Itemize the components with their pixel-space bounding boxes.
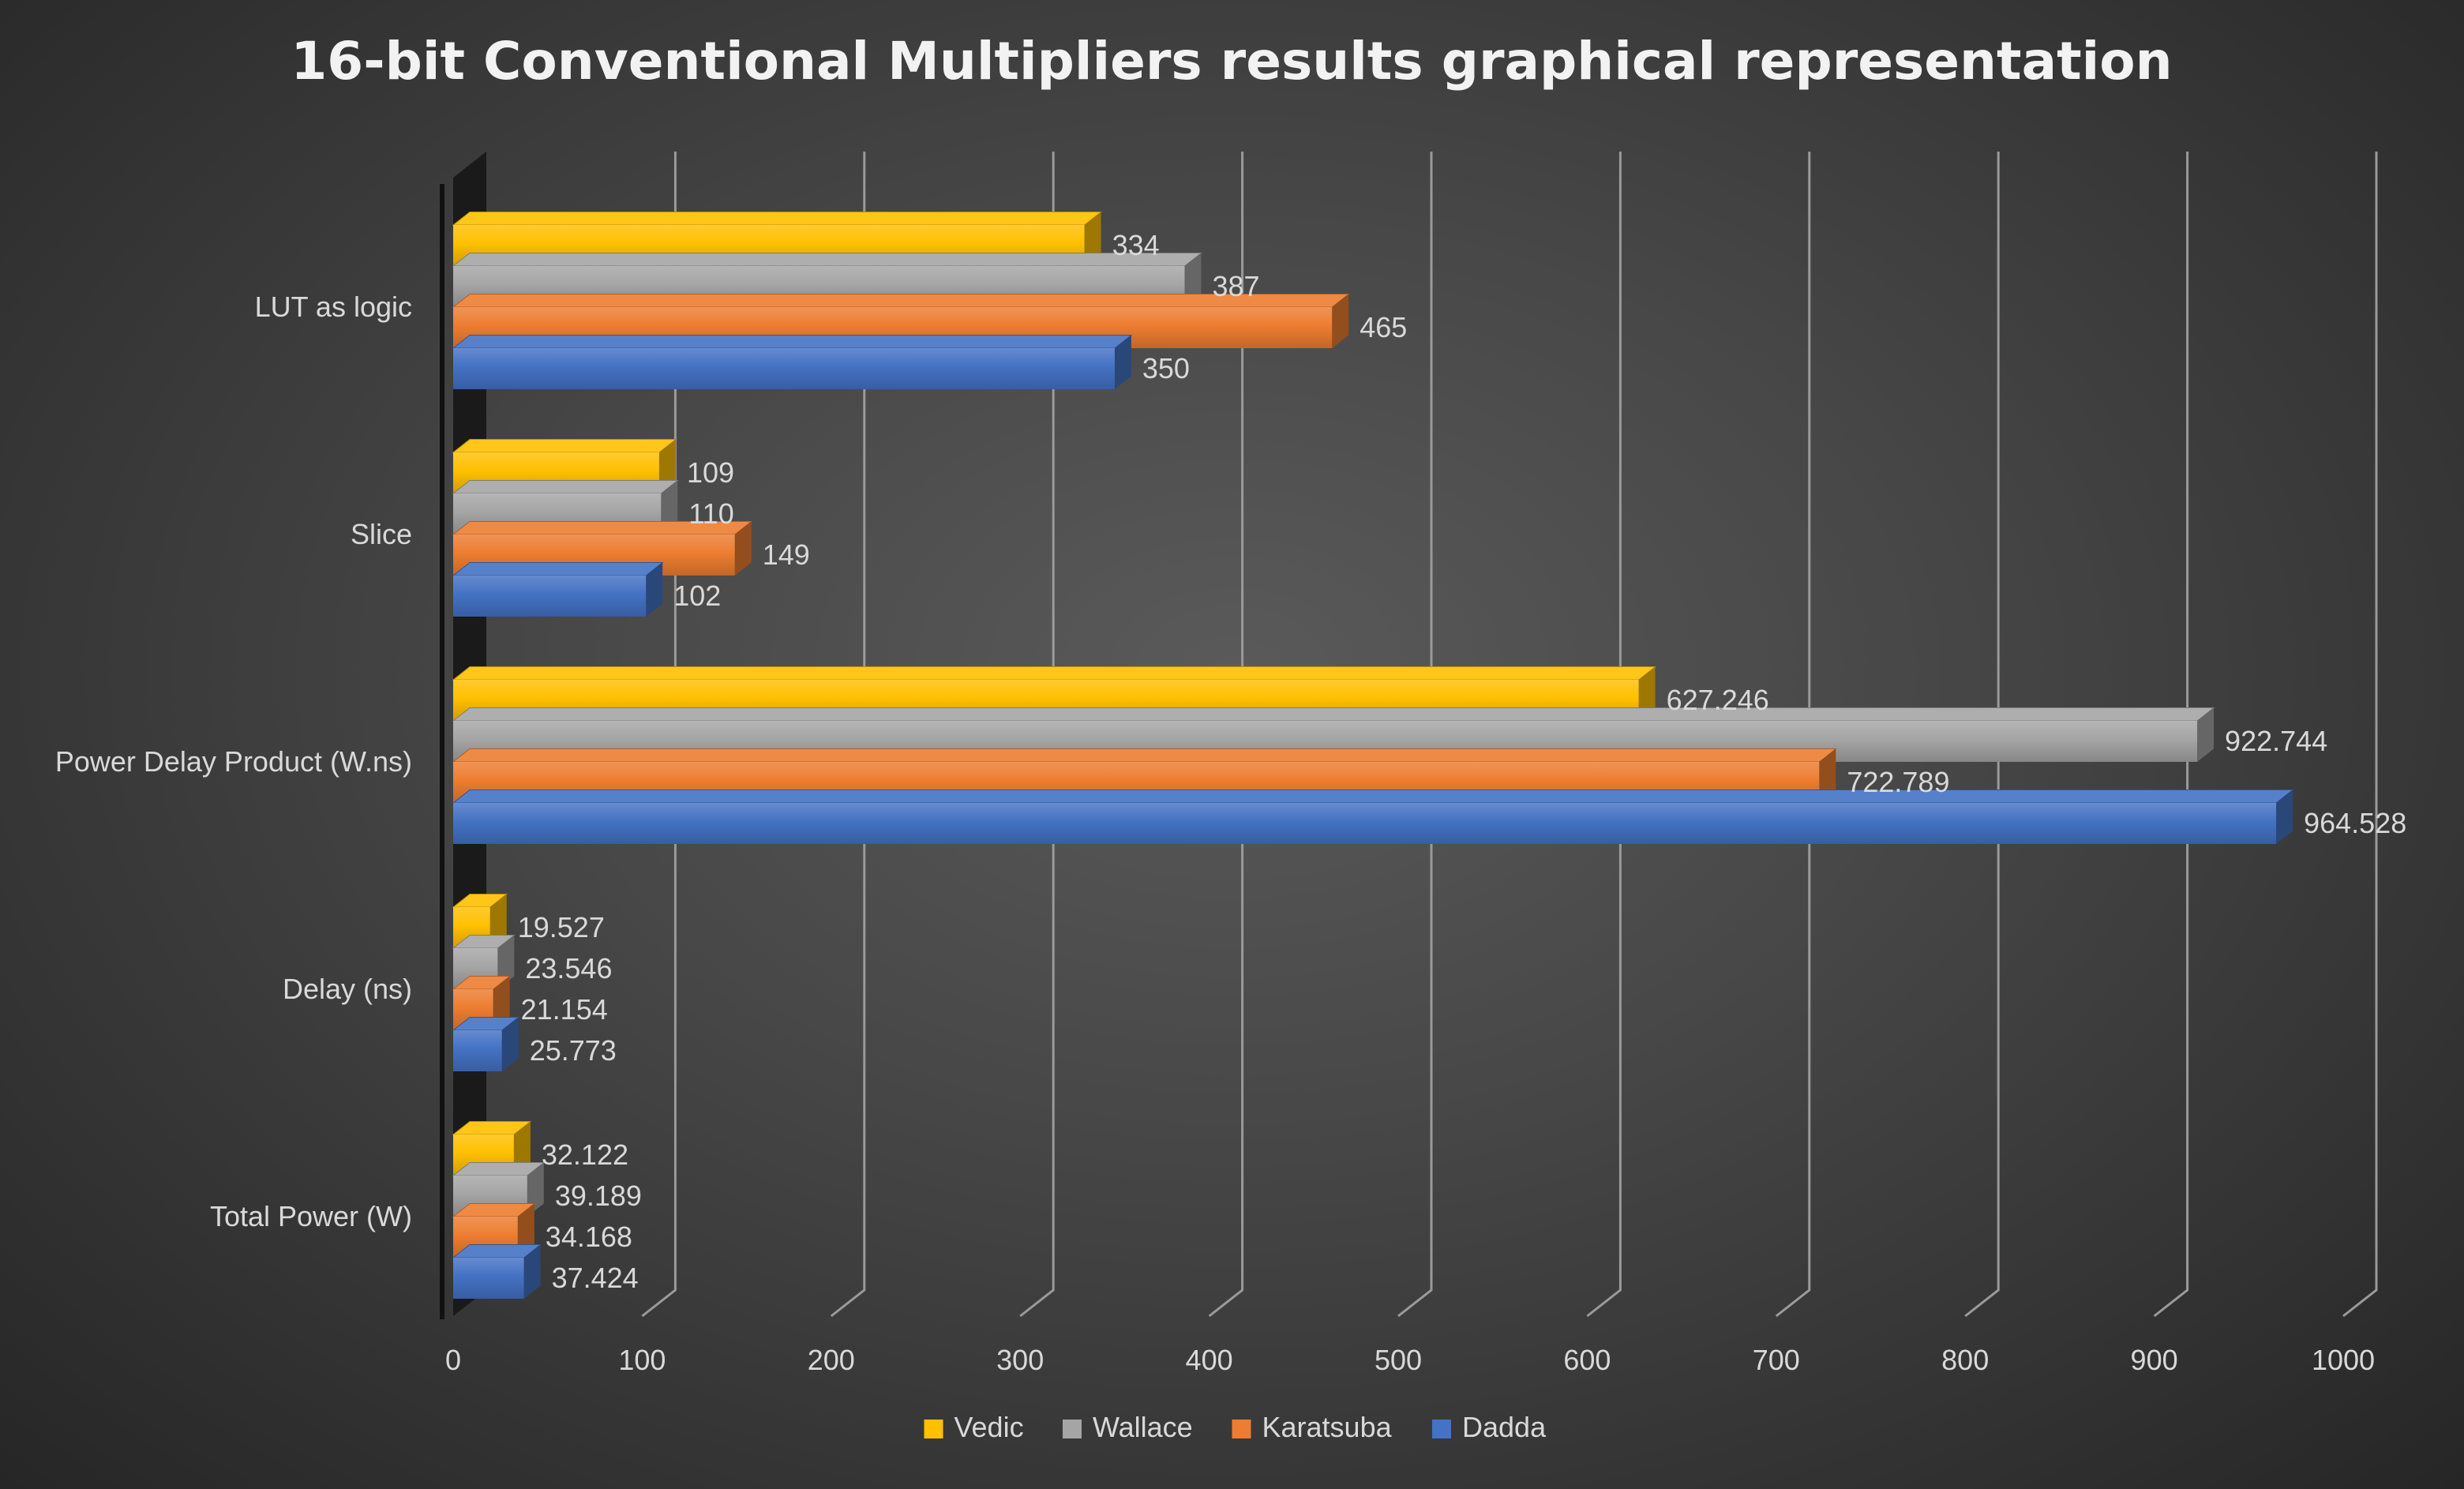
category-label: LUT as logic: [255, 291, 412, 323]
data-label: 21.154: [521, 993, 608, 1026]
data-label: 32.122: [542, 1138, 628, 1171]
bar-dadda-total-power-w: [452, 1244, 542, 1299]
bar-vedic-slice: [452, 439, 677, 493]
x-tick-label: 500: [1375, 1344, 1422, 1376]
gridline: [1586, 152, 1622, 1318]
gridlines: [641, 152, 2378, 1318]
data-label: 102: [673, 579, 721, 612]
x-axis-ticks: 0 100 200 300 400 500 600 700 800 900 1000: [445, 1344, 2375, 1376]
chart-title: 16-bit Conventional Multipliers results …: [291, 31, 2172, 92]
legend-item-vedic: Vedic: [924, 1411, 1024, 1443]
x-tick-label: 600: [1563, 1344, 1611, 1376]
category-label: Slice: [351, 518, 412, 550]
category-labels: LUT as logic Slice Power Delay Product (W.…: [55, 291, 412, 1232]
legend-label: Karatsuba: [1262, 1411, 1393, 1443]
x-tick-label: 300: [996, 1344, 1044, 1376]
data-label: 149: [763, 538, 810, 571]
x-tick-label: 700: [1753, 1344, 1800, 1376]
legend-item-karatsuba: Karatsuba: [1232, 1411, 1393, 1443]
legend: Vedic Wallace Karatsuba Dadda: [924, 1411, 1547, 1443]
gridline: [1208, 152, 1244, 1318]
legend-label: Vedic: [954, 1411, 1024, 1443]
data-label: 109: [687, 456, 734, 489]
gridline: [830, 152, 866, 1318]
data-label: 334: [1112, 229, 1160, 261]
legend-item-wallace: Wallace: [1063, 1411, 1193, 1443]
bar-dadda-lut-as-logic: [452, 335, 1133, 389]
x-tick-label: 800: [1941, 1344, 1989, 1376]
legend-swatch: [924, 1420, 943, 1438]
data-label: 25.773: [530, 1034, 617, 1067]
data-label: 19.527: [518, 911, 605, 943]
data-label: 350: [1142, 352, 1190, 384]
data-label: 110: [688, 497, 733, 530]
data-labels: 334 387 465 350 109 110 149 102 627.246 922.744 72…: [518, 229, 2406, 1294]
gridline: [1775, 152, 1811, 1318]
category-label: Power Delay Product (W.ns): [55, 745, 412, 778]
bar-wallace-slice: [452, 480, 679, 534]
data-label: 37.424: [552, 1262, 639, 1294]
category-label: Total Power (W): [210, 1200, 412, 1232]
data-label: 39.189: [555, 1180, 642, 1212]
bar-dadda-slice: [452, 562, 664, 617]
legend-item-dadda: Dadda: [1432, 1411, 1547, 1443]
legend-swatch: [1232, 1420, 1251, 1438]
data-label: 387: [1212, 270, 1259, 302]
gridline: [2342, 152, 2378, 1318]
data-label: 627.246: [1667, 684, 1769, 716]
data-label: 922.744: [2225, 725, 2327, 757]
bar-dadda-power-delay-product-w-ns: [452, 790, 2294, 844]
x-tick-label: 200: [808, 1344, 855, 1376]
category-label: Delay (ns): [283, 973, 412, 1005]
x-tick-label: 100: [618, 1344, 666, 1376]
gridline: [1397, 152, 1433, 1318]
data-label: 722.789: [1847, 766, 1949, 798]
bar-dadda-delay-ns: [452, 1017, 520, 1071]
x-tick-label: 0: [445, 1344, 461, 1376]
data-label: 465: [1360, 311, 1407, 343]
data-label: 23.546: [525, 952, 612, 985]
gridline: [1019, 152, 1055, 1318]
legend-swatch: [1432, 1420, 1451, 1438]
gridline: [2153, 152, 2189, 1318]
x-tick-label: 400: [1186, 1344, 1233, 1376]
data-label: 34.168: [546, 1221, 632, 1253]
data-label: 964.528: [2304, 807, 2406, 839]
x-tick-label: 900: [2131, 1344, 2178, 1376]
bars: [452, 212, 2294, 1299]
gridline: [1964, 152, 2000, 1318]
x-tick-label: 1000: [2312, 1344, 2375, 1376]
legend-label: Dadda: [1462, 1411, 1547, 1443]
legend-label: Wallace: [1093, 1411, 1193, 1443]
legend-swatch: [1063, 1420, 1082, 1438]
